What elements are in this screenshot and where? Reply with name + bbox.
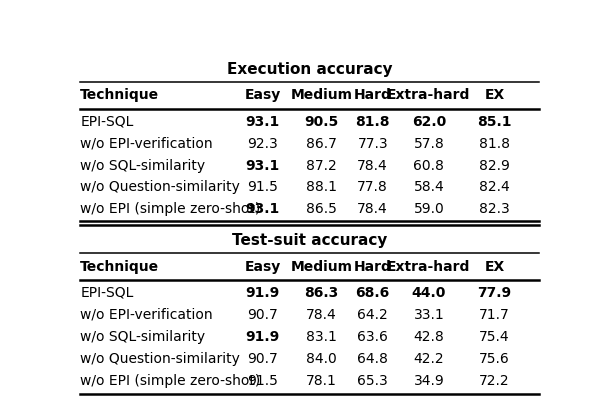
Text: w/o EPI (simple zero-shot): w/o EPI (simple zero-shot) <box>80 374 260 388</box>
Text: 59.0: 59.0 <box>414 202 445 217</box>
Text: 77.8: 77.8 <box>358 181 388 194</box>
Text: Hard: Hard <box>354 260 391 274</box>
Text: 42.8: 42.8 <box>414 330 445 344</box>
Text: 75.6: 75.6 <box>479 352 510 366</box>
Text: 82.4: 82.4 <box>479 181 510 194</box>
Text: 75.4: 75.4 <box>479 330 510 344</box>
Text: 83.1: 83.1 <box>306 330 336 344</box>
Text: 34.9: 34.9 <box>414 374 445 388</box>
Text: 57.8: 57.8 <box>414 137 445 150</box>
Text: 58.4: 58.4 <box>414 181 445 194</box>
Text: w/o EPI-verification: w/o EPI-verification <box>80 137 213 150</box>
Text: w/o EPI (simple zero-shot): w/o EPI (simple zero-shot) <box>80 202 260 217</box>
Text: 90.7: 90.7 <box>248 352 278 366</box>
Text: 87.2: 87.2 <box>306 158 336 173</box>
Text: 64.2: 64.2 <box>358 308 388 322</box>
Text: 91.5: 91.5 <box>247 181 278 194</box>
Text: 88.1: 88.1 <box>306 181 337 194</box>
Text: EX: EX <box>484 88 504 103</box>
Text: 42.2: 42.2 <box>414 352 444 366</box>
Text: Medium: Medium <box>291 260 352 274</box>
Text: 78.1: 78.1 <box>306 374 336 388</box>
Text: 64.8: 64.8 <box>358 352 388 366</box>
Text: 62.0: 62.0 <box>412 114 446 129</box>
Text: Extra-hard: Extra-hard <box>387 88 471 103</box>
Text: 71.7: 71.7 <box>479 308 510 322</box>
Text: 90.7: 90.7 <box>248 308 278 322</box>
Text: 86.3: 86.3 <box>304 286 338 300</box>
Text: 72.2: 72.2 <box>479 374 510 388</box>
Text: Extra-hard: Extra-hard <box>387 260 471 274</box>
Text: EPI-SQL: EPI-SQL <box>80 114 133 129</box>
Text: 82.9: 82.9 <box>479 158 510 173</box>
Text: 93.1: 93.1 <box>246 114 280 129</box>
Text: 78.4: 78.4 <box>306 308 336 322</box>
Text: 60.8: 60.8 <box>414 158 445 173</box>
Text: 85.1: 85.1 <box>477 114 512 129</box>
Text: 93.1: 93.1 <box>246 158 280 173</box>
Text: 65.3: 65.3 <box>358 374 388 388</box>
Text: 93.1: 93.1 <box>246 202 280 217</box>
Text: 68.6: 68.6 <box>356 286 390 300</box>
Text: 91.9: 91.9 <box>246 330 280 344</box>
Text: 78.4: 78.4 <box>358 202 388 217</box>
Text: Medium: Medium <box>291 88 352 103</box>
Text: 91.9: 91.9 <box>246 286 280 300</box>
Text: w/o Question-similarity: w/o Question-similarity <box>80 352 240 366</box>
Text: 63.6: 63.6 <box>358 330 388 344</box>
Text: Execution accuracy: Execution accuracy <box>226 62 393 77</box>
Text: 92.3: 92.3 <box>248 137 278 150</box>
Text: 77.3: 77.3 <box>358 137 388 150</box>
Text: w/o Question-similarity: w/o Question-similarity <box>80 181 240 194</box>
Text: EX: EX <box>484 260 504 274</box>
Text: Easy: Easy <box>245 260 281 274</box>
Text: 77.9: 77.9 <box>477 286 512 300</box>
Text: Easy: Easy <box>245 88 281 103</box>
Text: 44.0: 44.0 <box>412 286 446 300</box>
Text: EPI-SQL: EPI-SQL <box>80 286 133 300</box>
Text: 33.1: 33.1 <box>414 308 445 322</box>
Text: 91.5: 91.5 <box>247 374 278 388</box>
Text: 86.7: 86.7 <box>306 137 336 150</box>
Text: 81.8: 81.8 <box>479 137 510 150</box>
Text: 90.5: 90.5 <box>304 114 338 129</box>
Text: Technique: Technique <box>80 260 159 274</box>
Text: w/o SQL-similarity: w/o SQL-similarity <box>80 330 205 344</box>
Text: Hard: Hard <box>354 88 391 103</box>
Text: Technique: Technique <box>80 88 159 103</box>
Text: 78.4: 78.4 <box>358 158 388 173</box>
Text: 84.0: 84.0 <box>306 352 336 366</box>
Text: 81.8: 81.8 <box>356 114 390 129</box>
Text: 86.5: 86.5 <box>306 202 336 217</box>
Text: Test-suit accuracy: Test-suit accuracy <box>232 233 387 248</box>
Text: 82.3: 82.3 <box>479 202 510 217</box>
Text: w/o SQL-similarity: w/o SQL-similarity <box>80 158 205 173</box>
Text: w/o EPI-verification: w/o EPI-verification <box>80 308 213 322</box>
